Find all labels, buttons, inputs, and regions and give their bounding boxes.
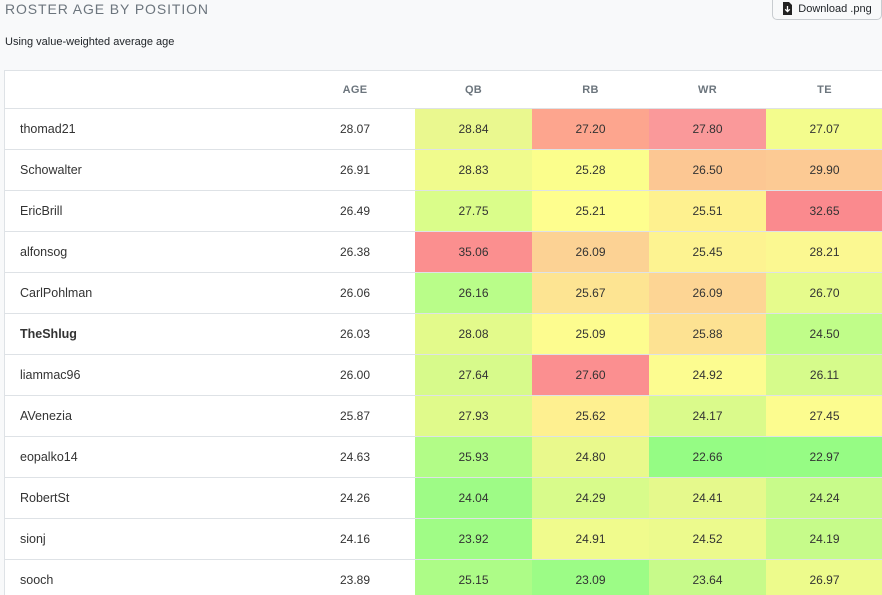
wr-age-cell: 25.88 [649, 313, 766, 355]
team-name-cell: Schowalter [5, 149, 295, 191]
team-name-cell: sionj [5, 518, 295, 560]
wr-age-cell: 22.66 [649, 436, 766, 478]
table-row: liammac96 26.00 27.64 27.60 24.92 26.11 [5, 354, 882, 396]
te-age-cell: 26.97 [766, 559, 882, 595]
qb-age-cell: 24.04 [415, 477, 532, 519]
download-icon [782, 2, 793, 15]
column-header-age: AGE [295, 71, 415, 109]
column-header-rb: RB [532, 71, 649, 109]
te-age-cell: 32.65 [766, 190, 882, 232]
rb-age-cell: 27.20 [532, 108, 649, 150]
download-button-label: Download .png [798, 2, 872, 15]
wr-age-cell: 24.41 [649, 477, 766, 519]
age-cell: 24.26 [295, 477, 415, 519]
team-name-cell: CarlPohlman [5, 272, 295, 314]
team-name-cell: TheShlug [5, 313, 295, 355]
rb-age-cell: 26.09 [532, 231, 649, 273]
te-age-cell: 29.90 [766, 149, 882, 191]
team-name-cell: AVenezia [5, 395, 295, 437]
download-png-button[interactable]: Download .png [772, 0, 882, 20]
qb-age-cell: 23.92 [415, 518, 532, 560]
rb-age-cell: 25.21 [532, 190, 649, 232]
qb-age-cell: 25.93 [415, 436, 532, 478]
rb-age-cell: 24.80 [532, 436, 649, 478]
subtitle: Using value-weighted average age [5, 36, 175, 48]
age-cell: 25.87 [295, 395, 415, 437]
wr-age-cell: 26.50 [649, 149, 766, 191]
rb-age-cell: 25.67 [532, 272, 649, 314]
wr-age-cell: 24.92 [649, 354, 766, 396]
age-cell: 26.49 [295, 190, 415, 232]
team-name-cell: eopalko14 [5, 436, 295, 478]
column-header-wr: WR [649, 71, 766, 109]
age-cell: 24.16 [295, 518, 415, 560]
qb-age-cell: 28.84 [415, 108, 532, 150]
te-age-cell: 22.97 [766, 436, 882, 478]
wr-age-cell: 25.51 [649, 190, 766, 232]
qb-age-cell: 28.08 [415, 313, 532, 355]
te-age-cell: 26.70 [766, 272, 882, 314]
te-age-cell: 24.24 [766, 477, 882, 519]
wr-age-cell: 26.09 [649, 272, 766, 314]
te-age-cell: 27.07 [766, 108, 882, 150]
page-title: ROSTER AGE BY POSITION [5, 1, 209, 17]
wr-age-cell: 24.17 [649, 395, 766, 437]
team-name-cell: sooch [5, 559, 295, 595]
column-header-te: TE [766, 71, 882, 109]
te-age-cell: 28.21 [766, 231, 882, 273]
rb-age-cell: 25.09 [532, 313, 649, 355]
age-cell: 26.00 [295, 354, 415, 396]
table-row: sionj 24.16 23.92 24.91 24.52 24.19 [5, 518, 882, 560]
age-cell: 28.07 [295, 108, 415, 150]
wr-age-cell: 24.52 [649, 518, 766, 560]
table-row: alfonsog 26.38 35.06 26.09 25.45 28.21 [5, 231, 882, 273]
team-name-cell: liammac96 [5, 354, 295, 396]
wr-age-cell: 23.64 [649, 559, 766, 595]
table-row: RobertSt 24.26 24.04 24.29 24.41 24.24 [5, 477, 882, 519]
te-age-cell: 26.11 [766, 354, 882, 396]
column-header-qb: QB [415, 71, 532, 109]
age-cell: 26.03 [295, 313, 415, 355]
rb-age-cell: 27.60 [532, 354, 649, 396]
rb-age-cell: 24.91 [532, 518, 649, 560]
rb-age-cell: 25.28 [532, 149, 649, 191]
qb-age-cell: 26.16 [415, 272, 532, 314]
column-header-name [5, 71, 295, 109]
roster-age-table: AGE QB RB WR TE thomad21 28.07 28.84 27.20 2… [4, 70, 882, 595]
team-name-cell: RobertSt [5, 477, 295, 519]
table-row: eopalko14 24.63 25.93 24.80 22.66 22.97 [5, 436, 882, 478]
te-age-cell: 27.45 [766, 395, 882, 437]
table-row: EricBrill 26.49 27.75 25.21 25.51 32.65 [5, 190, 882, 232]
qb-age-cell: 27.93 [415, 395, 532, 437]
te-age-cell: 24.50 [766, 313, 882, 355]
team-name-cell: thomad21 [5, 108, 295, 150]
table-row: Schowalter 26.91 28.83 25.28 26.50 29.90 [5, 149, 882, 191]
table-row: AVenezia 25.87 27.93 25.62 24.17 27.45 [5, 395, 882, 437]
table-row: thomad21 28.07 28.84 27.20 27.80 27.07 [5, 108, 882, 150]
rb-age-cell: 23.09 [532, 559, 649, 595]
age-cell: 23.89 [295, 559, 415, 595]
age-cell: 26.38 [295, 231, 415, 273]
qb-age-cell: 25.15 [415, 559, 532, 595]
team-name-cell: alfonsog [5, 231, 295, 273]
wr-age-cell: 25.45 [649, 231, 766, 273]
age-cell: 26.91 [295, 149, 415, 191]
wr-age-cell: 27.80 [649, 108, 766, 150]
team-name-cell: EricBrill [5, 190, 295, 232]
qb-age-cell: 28.83 [415, 149, 532, 191]
table-row: TheShlug 26.03 28.08 25.09 25.88 24.50 [5, 313, 882, 355]
table-header-row: AGE QB RB WR TE [5, 71, 882, 109]
table-row: sooch 23.89 25.15 23.09 23.64 26.97 [5, 559, 882, 595]
age-cell: 24.63 [295, 436, 415, 478]
qb-age-cell: 27.75 [415, 190, 532, 232]
table-row: CarlPohlman 26.06 26.16 25.67 26.09 26.70 [5, 272, 882, 314]
qb-age-cell: 27.64 [415, 354, 532, 396]
rb-age-cell: 25.62 [532, 395, 649, 437]
rb-age-cell: 24.29 [532, 477, 649, 519]
te-age-cell: 24.19 [766, 518, 882, 560]
age-cell: 26.06 [295, 272, 415, 314]
qb-age-cell: 35.06 [415, 231, 532, 273]
